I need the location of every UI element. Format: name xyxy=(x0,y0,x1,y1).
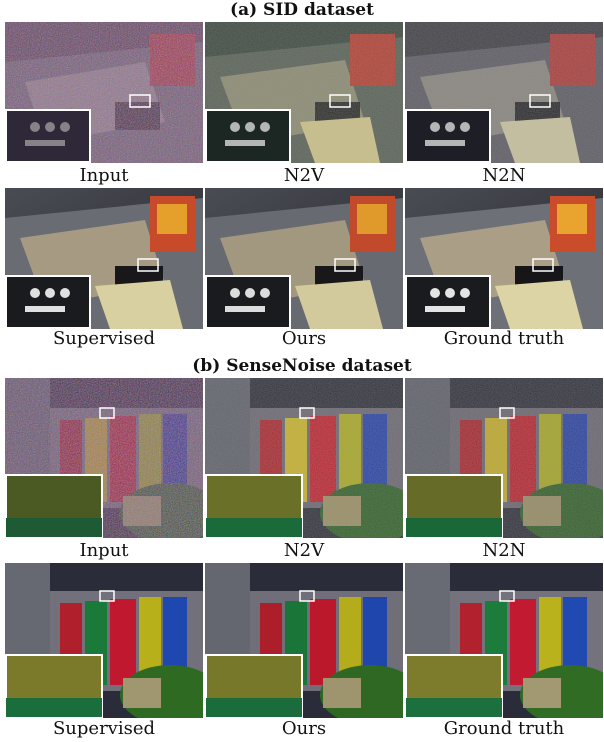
sensenoise-n2n-image xyxy=(405,378,603,538)
sensenoise-caption-ours: Ours xyxy=(281,718,327,739)
sid-ground-truth-image xyxy=(405,188,603,329)
sid-caption-n2v: N2V xyxy=(283,165,325,186)
sid-caption-n2n: N2N xyxy=(482,165,526,186)
sensenoise-supervised-image xyxy=(5,563,203,718)
sid-n2n-image xyxy=(405,22,603,163)
sensenoise-caption-ground-truth: Ground truth xyxy=(443,718,565,739)
sid-caption-ground-truth: Ground truth xyxy=(443,328,565,349)
sensenoise-caption-input: Input xyxy=(79,540,129,561)
sensenoise-ground-truth-image xyxy=(405,563,603,718)
sid-n2v-image xyxy=(205,22,403,163)
section-b-title: (b) SenseNoise dataset xyxy=(192,356,412,376)
sid-supervised-image xyxy=(5,188,203,329)
sid-caption-input: Input xyxy=(79,165,129,186)
sensenoise-caption-supervised: Supervised xyxy=(52,718,156,739)
sensenoise-n2v-image xyxy=(205,378,403,538)
section-a-title: (a) SID dataset xyxy=(230,0,374,20)
sensenoise-caption-n2v: N2V xyxy=(283,540,325,561)
sensenoise-input-image xyxy=(5,378,203,538)
sensenoise-ours-image xyxy=(205,563,403,718)
sensenoise-caption-n2n: N2N xyxy=(482,540,526,561)
sid-caption-supervised: Supervised xyxy=(52,328,156,349)
sid-ours-image xyxy=(205,188,403,329)
sid-caption-ours: Ours xyxy=(281,328,327,349)
sid-input-image xyxy=(5,22,203,163)
